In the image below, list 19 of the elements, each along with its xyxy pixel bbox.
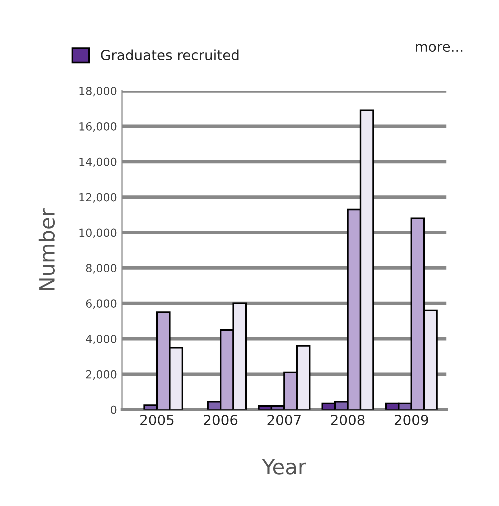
x-tick-label: 2008: [331, 414, 365, 426]
y-tick-label: 4,000: [86, 334, 117, 345]
text: more...: [416, 44, 463, 52]
x-tick-label: 2005: [140, 414, 174, 426]
y-tick-label: 2,000: [86, 370, 117, 380]
x-tick-label: 2006: [204, 414, 238, 426]
legend-label: Graduates recruited: [101, 50, 239, 61]
y-tick-label: 16,000: [80, 122, 117, 132]
y-tick-label: 10,000: [80, 228, 117, 238]
y-axis-title: Number: [38, 208, 56, 290]
x-tick-label: 2009: [394, 414, 428, 426]
x-axis-title: Year: [262, 459, 306, 475]
x-tick-label: 2007: [268, 414, 301, 426]
y-tick-label: 12,000: [80, 193, 117, 203]
y-tick-label: 8,000: [86, 264, 117, 274]
y-tick-label: 14,000: [80, 158, 117, 168]
y-tick-label: 6,000: [86, 300, 117, 310]
y-tick-label: 18,000: [80, 87, 117, 97]
y-tick-label: 0: [111, 406, 117, 414]
